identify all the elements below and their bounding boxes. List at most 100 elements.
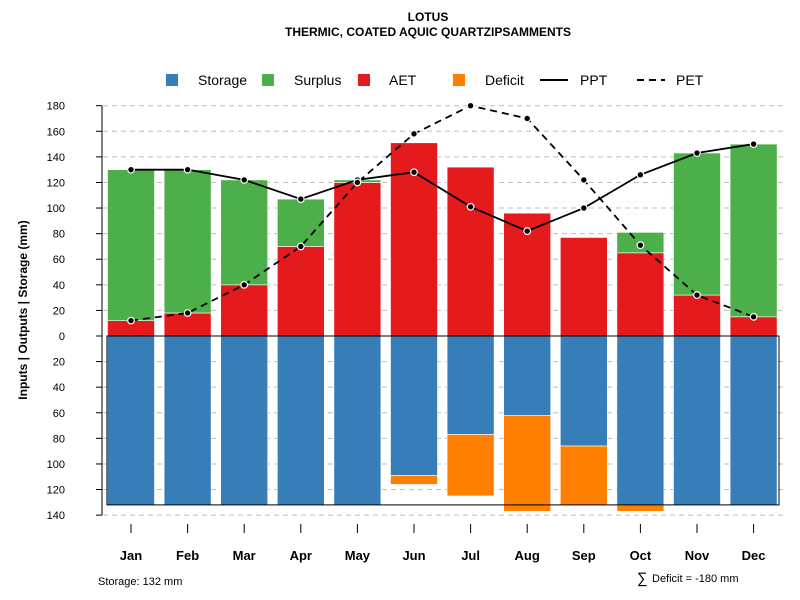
pet-point: [410, 129, 418, 138]
y-axis-title: Inputs | Outputs | Storage (mm): [16, 220, 30, 399]
y-tick-label: 0: [59, 331, 65, 343]
x-tick-label: May: [345, 548, 371, 563]
deficit-bar: [390, 475, 438, 485]
surplus-bar: [276, 198, 325, 247]
y-tick-label: 100: [47, 203, 65, 215]
x-tick-label: Dec: [742, 548, 766, 563]
storage-legend-swatch: [166, 74, 178, 86]
storage-note: Storage: 132 mm: [98, 576, 182, 588]
storage-bar: [503, 335, 552, 416]
axes-group: 180 160 140 120 100 80 60 40 20 0 20 40 60 80 100 120 14…: [47, 101, 766, 563]
x-tick-label: Aug: [515, 548, 540, 563]
pet-point: [466, 101, 475, 110]
pet-point: [127, 316, 135, 325]
pet-line: [130, 104, 754, 322]
y-tick-label: 140: [47, 152, 65, 164]
x-tick-label: Apr: [290, 548, 312, 563]
x-tick-label: Mar: [233, 548, 256, 563]
aet-bar: [446, 166, 495, 337]
ppt-point: [296, 195, 305, 203]
x-tick-label: Feb: [176, 548, 199, 563]
storage-bar: [390, 335, 438, 476]
surplus-legend-label: Surplus: [294, 72, 341, 88]
storage-bar: [616, 335, 665, 506]
storage-bar: [220, 335, 268, 506]
pet-point: [579, 176, 588, 184]
surplus-legend-swatch: [262, 74, 274, 86]
ppt-point: [523, 227, 532, 235]
y-tick-label: 140: [47, 510, 65, 522]
x-tick-label: Oct: [630, 548, 652, 563]
chart-subtitle: THERMIC, COATED AQUIC QUARTZIPSAMMENTS: [285, 25, 571, 39]
chart-title: LOTUS: [408, 10, 449, 24]
x-tick-label: Sep: [572, 548, 596, 563]
storage-bar: [276, 335, 325, 506]
aet-legend-label: AET: [389, 72, 417, 88]
y-tick-label: 120: [47, 485, 65, 497]
ppt-line: [131, 143, 754, 233]
storage-bar: [446, 335, 495, 435]
pet-point: [240, 280, 249, 289]
deficit-note: Deficit = -180 mm: [652, 573, 739, 585]
ppt-point: [579, 204, 588, 212]
y-tick-label: 160: [47, 126, 65, 138]
ppt-point: [410, 168, 418, 177]
ppt-point: [466, 202, 475, 211]
pet-point: [749, 312, 758, 321]
y-tick-label: 80: [53, 433, 65, 445]
storage-bar: [559, 335, 608, 447]
y-tick-label: 80: [53, 229, 65, 241]
aet-legend-swatch: [358, 74, 370, 86]
y-tick-label: 100: [47, 459, 65, 471]
aet-bar: [276, 246, 325, 337]
y-tick-label: 180: [47, 101, 65, 113]
x-tick-label: Jun: [402, 548, 425, 563]
storage-bar: [163, 335, 212, 506]
ppt-point: [749, 140, 758, 148]
deficit-legend-label: Deficit: [485, 72, 524, 88]
deficit-bar: [446, 434, 495, 497]
y-tick-label: 60: [53, 254, 65, 266]
aet-bar: [559, 237, 608, 337]
surplus-bar: [729, 143, 778, 318]
ppt-point: [693, 149, 701, 157]
surplus-bar: [220, 179, 268, 286]
chart-legend: Storage Surplus AET Deficit PPT PET: [166, 72, 704, 88]
ppt-legend-label: PPT: [580, 72, 608, 88]
ppt-point: [183, 165, 192, 174]
deficit-bar: [559, 445, 608, 506]
storage-bar: [107, 335, 155, 506]
storage-bar: [333, 335, 382, 506]
storage-bar: [673, 335, 721, 506]
y-tick-label: 60: [53, 408, 65, 420]
y-tick-label: 20: [53, 305, 65, 317]
y-tick-label: 40: [53, 280, 65, 292]
x-tick-label: Jan: [120, 548, 142, 563]
storage-bar: [729, 335, 778, 506]
surplus-bar: [107, 169, 155, 321]
sum-icon: ∑: [637, 570, 648, 587]
ppt-point: [636, 170, 645, 179]
x-tick-label: Nov: [685, 548, 710, 563]
bars-group: [106, 142, 780, 512]
surplus-bar: [673, 152, 721, 296]
y-tick-label: 20: [53, 357, 65, 369]
aet-bar: [616, 252, 665, 337]
y-tick-label: 120: [47, 177, 65, 189]
pet-point: [693, 291, 701, 299]
ppt-point: [240, 176, 249, 184]
aet-bar: [333, 182, 382, 337]
deficit-bar: [616, 504, 665, 512]
surplus-bar: [163, 169, 212, 314]
deficit-legend-swatch: [453, 74, 465, 86]
storage-legend-label: Storage: [198, 72, 247, 88]
pet-point: [353, 178, 362, 187]
pet-point: [183, 309, 192, 317]
storage-capacity-box: [106, 335, 780, 506]
y-tick-label: 40: [53, 382, 65, 394]
pet-point: [523, 114, 532, 123]
deficit-bar: [503, 415, 552, 512]
pet-point: [296, 242, 305, 251]
pet-legend-label: PET: [676, 72, 704, 88]
